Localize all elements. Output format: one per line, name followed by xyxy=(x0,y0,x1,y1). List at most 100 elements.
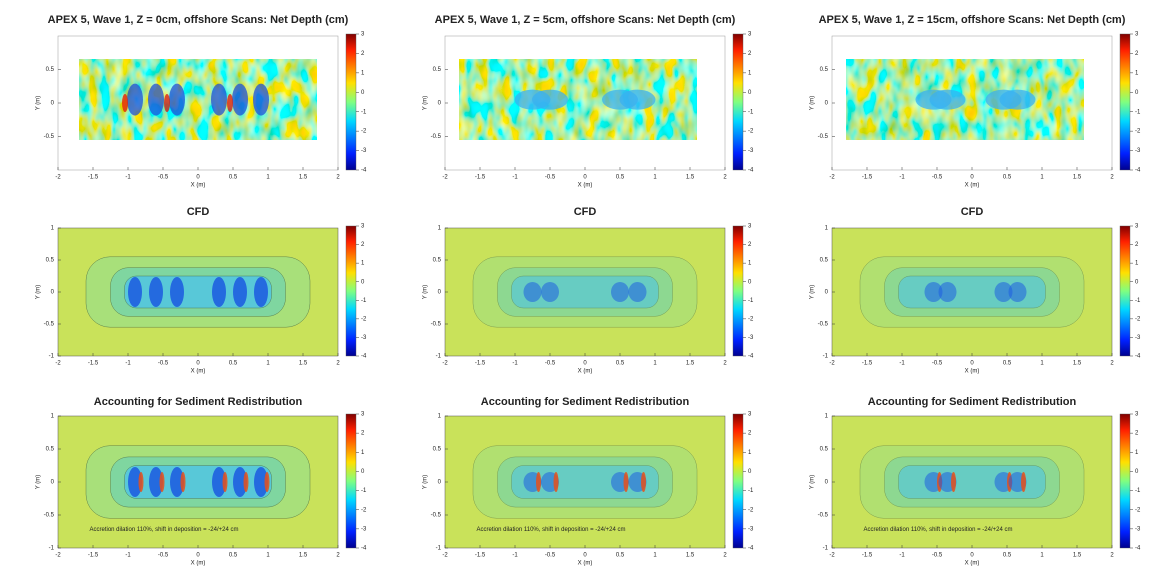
panel-title: APEX 5, Wave 1, Z = 0cm, offshore Scans:… xyxy=(48,14,349,26)
colorbar-tick-label: -4 xyxy=(1135,546,1141,552)
scour-blob xyxy=(232,83,248,116)
colorbar-tick-label: 1 xyxy=(748,70,752,76)
deposit-blob xyxy=(138,472,144,492)
x-tick-label: -2 xyxy=(829,175,835,181)
x-tick-label: 0.5 xyxy=(229,553,238,559)
y-tick-label: -0.5 xyxy=(44,134,55,140)
y-tick-label: -1 xyxy=(49,354,55,360)
colorbar-tick-label: -2 xyxy=(748,129,754,135)
y-tick-label: 0.5 xyxy=(46,258,55,264)
x-tick-label: -0.5 xyxy=(158,553,169,559)
colorbar-tick-label: -2 xyxy=(1135,507,1141,513)
colorbar-tick-label: -3 xyxy=(748,526,754,532)
colorbar-tick-label: -4 xyxy=(1135,168,1141,174)
x-tick-label: 0.5 xyxy=(229,361,238,367)
colorbar-tick-label: 1 xyxy=(361,261,365,267)
colorbar-tick-label: 2 xyxy=(748,431,752,437)
scour-blob xyxy=(994,282,1013,302)
x-tick-label: -2 xyxy=(55,175,61,181)
scour-blob xyxy=(170,277,184,307)
y-axis-label: Y (m) xyxy=(810,96,816,111)
colorbar xyxy=(732,413,744,549)
colorbar-tick-label: 0 xyxy=(1135,90,1139,96)
x-tick-label: 1.5 xyxy=(686,175,695,181)
colorbar-tick-label: 3 xyxy=(361,32,365,38)
x-tick-label: -2 xyxy=(55,361,61,367)
panel-title: APEX 5, Wave 1, Z = 5cm, offshore Scans:… xyxy=(435,14,736,26)
x-tick-label: -2 xyxy=(829,553,835,559)
x-tick-label: 0 xyxy=(583,175,587,181)
x-tick-label: -0.5 xyxy=(932,175,943,181)
y-tick-label: 0 xyxy=(825,101,829,107)
deposit-blob xyxy=(553,472,559,492)
scour-blob xyxy=(212,467,226,497)
deposit-blob xyxy=(180,472,186,492)
colorbar xyxy=(345,225,357,357)
colorbar-tick-label: 2 xyxy=(748,242,752,248)
colorbar-tick-label: 2 xyxy=(1135,51,1139,57)
panel-title: Accounting for Sediment Redistribution xyxy=(94,396,303,408)
x-tick-label: -0.5 xyxy=(932,361,943,367)
y-axis-label: Y (m) xyxy=(36,475,42,490)
x-tick-label: -1 xyxy=(125,553,131,559)
colorbar-tick-label: -1 xyxy=(1135,109,1141,115)
y-tick-label: -1 xyxy=(823,546,829,552)
y-axis-label: Y (m) xyxy=(423,285,429,300)
x-tick-label: -1.5 xyxy=(475,361,486,367)
colorbar-tick-label: 1 xyxy=(1135,450,1139,456)
x-tick-label: 1 xyxy=(266,361,270,367)
x-tick-label: -2 xyxy=(442,361,448,367)
x-tick-label: 1 xyxy=(266,553,270,559)
x-tick-label: 2 xyxy=(1110,361,1114,367)
x-tick-label: -1.5 xyxy=(475,175,486,181)
deposit-blob xyxy=(227,94,233,112)
colorbar-tick-label: 2 xyxy=(1135,242,1139,248)
colorbar-tick-label: -2 xyxy=(361,316,367,322)
x-tick-label: 1.5 xyxy=(686,553,695,559)
x-tick-label: -1.5 xyxy=(862,361,873,367)
scour-blob xyxy=(938,282,957,302)
deposit-blob xyxy=(243,472,249,492)
x-tick-label: 0.5 xyxy=(229,175,238,181)
colorbar-tick-label: 2 xyxy=(1135,431,1139,437)
y-tick-label: -0.5 xyxy=(44,513,55,519)
colorbar-tick-label: -3 xyxy=(1135,335,1141,341)
x-axis-label: X (m) xyxy=(191,561,206,567)
colorbar-tick-label: 0 xyxy=(1135,279,1139,285)
x-tick-label: -0.5 xyxy=(545,361,556,367)
plot-field xyxy=(831,227,1113,357)
y-axis-label: Y (m) xyxy=(810,285,816,300)
colorbar-tick-label: -1 xyxy=(1135,298,1141,304)
deposit-blob xyxy=(641,472,646,492)
y-axis-label: Y (m) xyxy=(36,285,42,300)
deposit-blob xyxy=(1021,472,1026,492)
x-tick-label: 2 xyxy=(723,553,727,559)
scour-blob xyxy=(619,89,656,110)
panel-title: Accounting for Sediment Redistribution xyxy=(868,396,1077,408)
scan-strip xyxy=(79,59,317,140)
colorbar-tick-label: 0 xyxy=(748,279,752,285)
scour-blob xyxy=(233,277,247,307)
scan-strip xyxy=(459,59,697,140)
colorbar xyxy=(1119,33,1131,171)
colorbar xyxy=(732,33,744,171)
x-tick-label: 0.5 xyxy=(1003,361,1012,367)
x-tick-label: 1.5 xyxy=(1073,553,1082,559)
x-tick-label: 0.5 xyxy=(616,175,625,181)
scour-blob xyxy=(254,467,268,497)
y-tick-label: -0.5 xyxy=(818,513,829,519)
y-tick-label: 0 xyxy=(438,480,442,486)
plot-field xyxy=(57,35,339,171)
colorbar-tick-label: 3 xyxy=(748,224,752,230)
colorbar xyxy=(1119,413,1131,549)
colorbar-tick-label: -2 xyxy=(361,507,367,513)
x-tick-label: 2 xyxy=(723,175,727,181)
y-tick-label: -0.5 xyxy=(818,322,829,328)
deposit-blob xyxy=(623,472,629,492)
colorbar-tick-label: -2 xyxy=(1135,316,1141,322)
x-tick-label: -1 xyxy=(125,361,131,367)
colorbar-tick-label: -3 xyxy=(1135,148,1141,154)
annotation: Accretion dilation 110%, shift in deposi… xyxy=(477,527,626,533)
colorbar-tick-label: -2 xyxy=(748,316,754,322)
x-tick-label: -2 xyxy=(55,553,61,559)
